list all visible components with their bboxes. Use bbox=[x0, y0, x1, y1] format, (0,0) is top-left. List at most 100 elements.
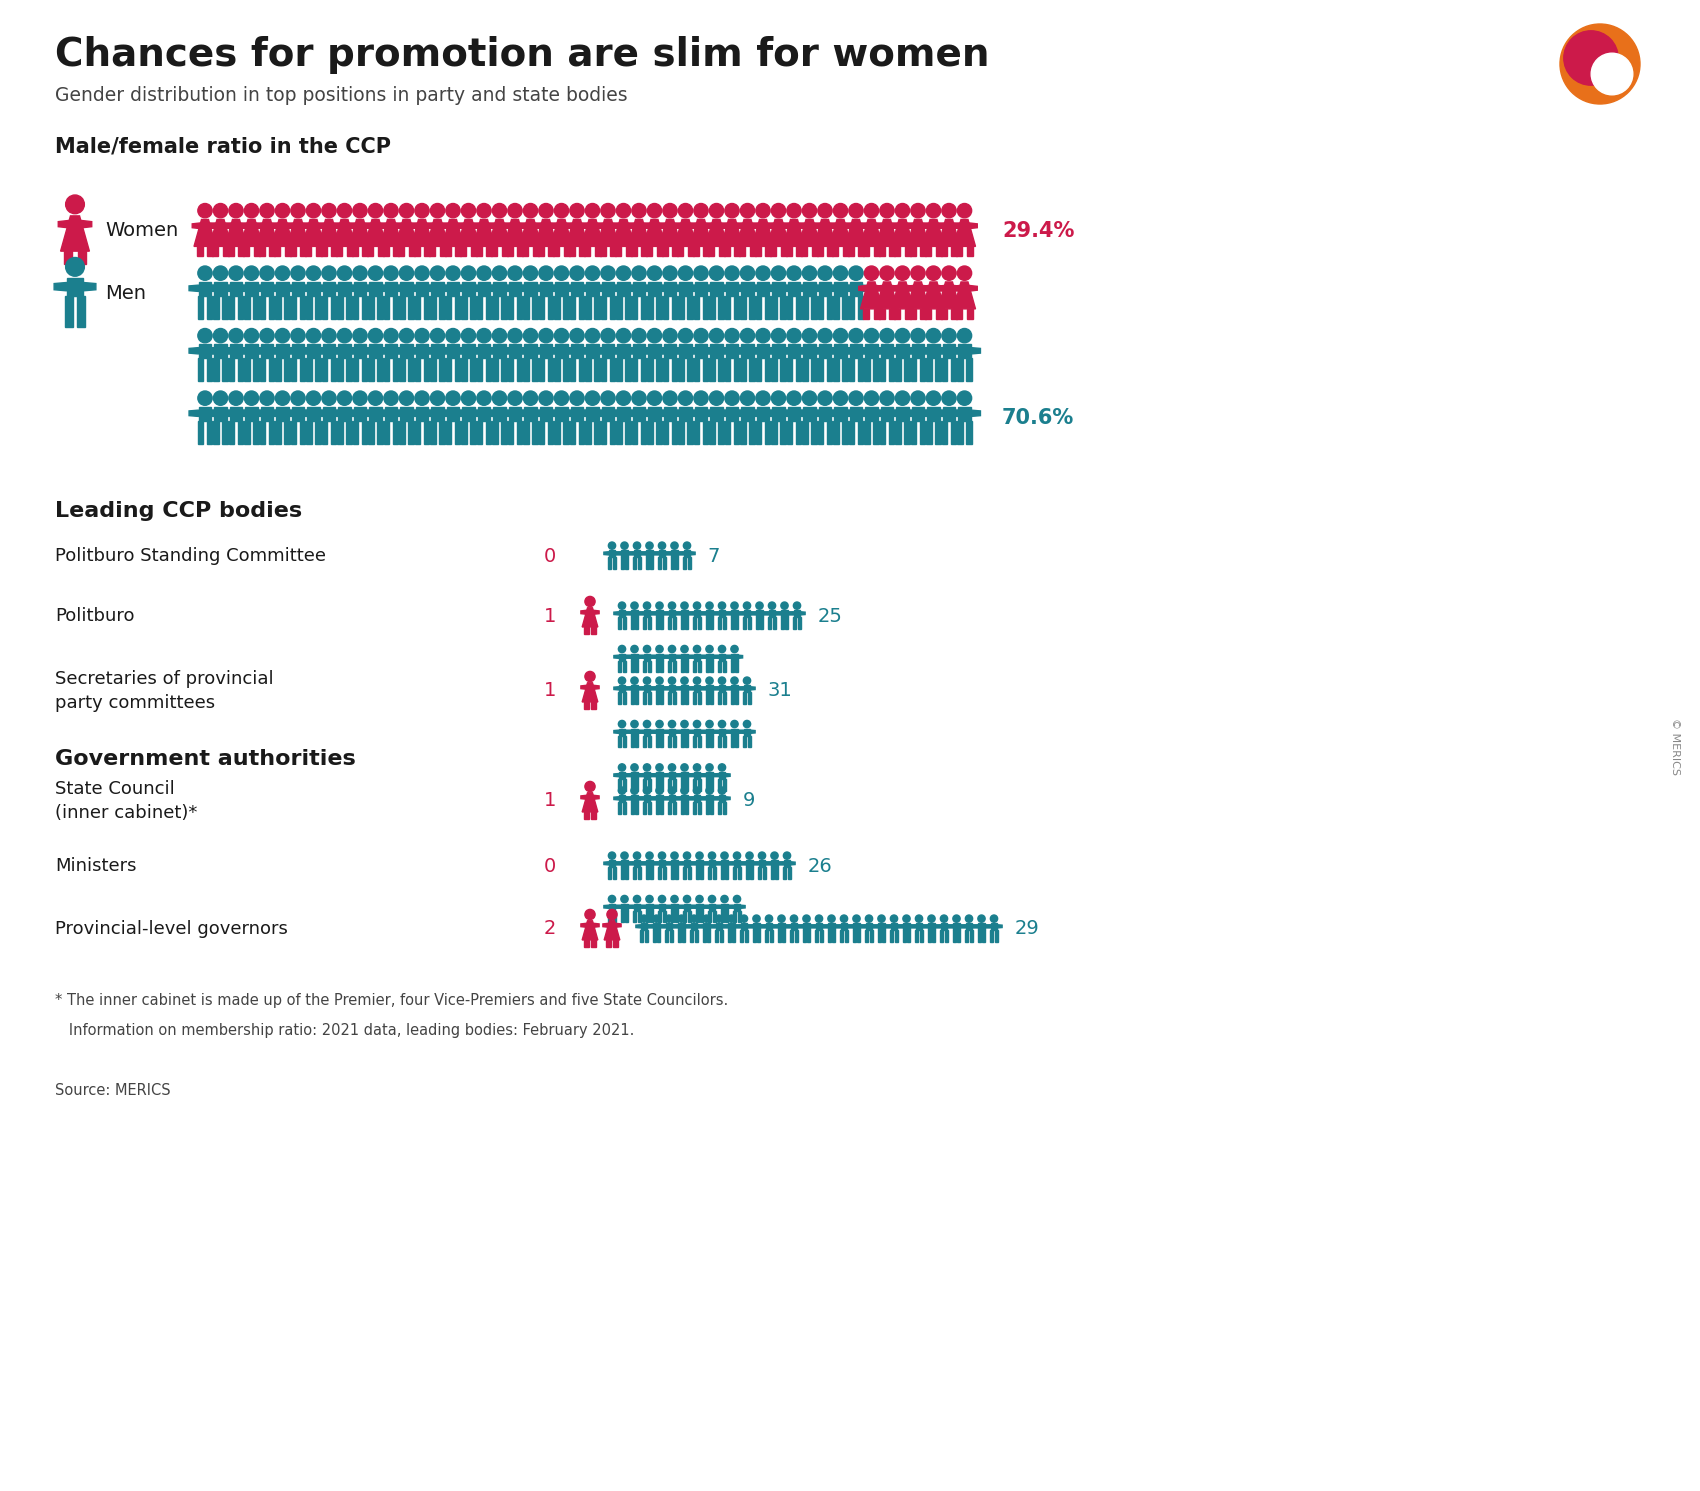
Circle shape bbox=[818, 265, 831, 280]
Polygon shape bbox=[938, 282, 960, 309]
Circle shape bbox=[663, 328, 677, 343]
Polygon shape bbox=[957, 358, 962, 382]
Polygon shape bbox=[600, 420, 607, 444]
Polygon shape bbox=[267, 410, 275, 416]
Polygon shape bbox=[230, 344, 243, 358]
Polygon shape bbox=[580, 295, 585, 319]
Polygon shape bbox=[228, 420, 235, 444]
Polygon shape bbox=[649, 731, 654, 734]
Polygon shape bbox=[862, 410, 872, 416]
Circle shape bbox=[275, 265, 289, 280]
Circle shape bbox=[609, 851, 615, 859]
Polygon shape bbox=[665, 930, 668, 942]
Polygon shape bbox=[245, 295, 250, 319]
Polygon shape bbox=[889, 246, 896, 256]
Polygon shape bbox=[654, 285, 663, 291]
Circle shape bbox=[896, 328, 910, 343]
Polygon shape bbox=[711, 735, 714, 747]
Circle shape bbox=[957, 265, 972, 280]
Polygon shape bbox=[765, 246, 772, 256]
Polygon shape bbox=[816, 246, 823, 256]
Polygon shape bbox=[626, 420, 631, 444]
Circle shape bbox=[600, 265, 615, 280]
Polygon shape bbox=[461, 246, 466, 256]
Polygon shape bbox=[474, 410, 484, 416]
Polygon shape bbox=[648, 802, 651, 814]
Polygon shape bbox=[935, 358, 940, 382]
Polygon shape bbox=[391, 410, 399, 416]
Polygon shape bbox=[644, 219, 665, 246]
Polygon shape bbox=[799, 924, 804, 927]
Text: Source: MERICS: Source: MERICS bbox=[54, 1082, 170, 1097]
Polygon shape bbox=[694, 772, 700, 778]
Polygon shape bbox=[447, 344, 459, 358]
Polygon shape bbox=[398, 347, 406, 353]
Polygon shape bbox=[552, 410, 563, 416]
Polygon shape bbox=[675, 774, 680, 777]
Circle shape bbox=[719, 763, 726, 771]
Polygon shape bbox=[592, 410, 602, 416]
Circle shape bbox=[245, 203, 258, 218]
Polygon shape bbox=[870, 930, 872, 942]
Polygon shape bbox=[626, 611, 631, 614]
Circle shape bbox=[756, 602, 763, 610]
Polygon shape bbox=[377, 420, 382, 444]
Polygon shape bbox=[966, 923, 972, 930]
Polygon shape bbox=[308, 407, 320, 420]
Circle shape bbox=[493, 203, 507, 218]
Polygon shape bbox=[925, 246, 932, 256]
Polygon shape bbox=[770, 410, 779, 416]
Polygon shape bbox=[722, 924, 728, 927]
Polygon shape bbox=[695, 930, 697, 942]
Polygon shape bbox=[563, 246, 570, 256]
Circle shape bbox=[461, 203, 476, 218]
Circle shape bbox=[617, 391, 631, 406]
Polygon shape bbox=[719, 295, 724, 319]
Polygon shape bbox=[437, 285, 447, 291]
Polygon shape bbox=[320, 410, 330, 416]
Circle shape bbox=[816, 915, 823, 923]
Polygon shape bbox=[756, 617, 758, 629]
Polygon shape bbox=[207, 222, 218, 228]
Polygon shape bbox=[649, 655, 654, 659]
Circle shape bbox=[337, 265, 352, 280]
Polygon shape bbox=[848, 924, 853, 927]
Polygon shape bbox=[636, 692, 638, 704]
Polygon shape bbox=[750, 687, 755, 690]
Polygon shape bbox=[711, 407, 722, 420]
Polygon shape bbox=[641, 923, 648, 930]
Polygon shape bbox=[816, 923, 823, 930]
Polygon shape bbox=[230, 407, 243, 420]
Polygon shape bbox=[639, 731, 644, 734]
Circle shape bbox=[881, 203, 894, 218]
Circle shape bbox=[508, 265, 522, 280]
Polygon shape bbox=[858, 246, 864, 256]
Polygon shape bbox=[916, 923, 921, 930]
Polygon shape bbox=[683, 860, 690, 868]
Circle shape bbox=[721, 896, 728, 902]
Polygon shape bbox=[949, 347, 959, 353]
Circle shape bbox=[848, 265, 864, 280]
Polygon shape bbox=[944, 344, 955, 358]
Polygon shape bbox=[393, 246, 400, 256]
Circle shape bbox=[632, 328, 646, 343]
Polygon shape bbox=[585, 939, 588, 947]
Polygon shape bbox=[680, 344, 692, 358]
Polygon shape bbox=[255, 222, 264, 228]
Polygon shape bbox=[661, 802, 663, 814]
Polygon shape bbox=[688, 558, 690, 570]
Polygon shape bbox=[677, 285, 685, 291]
Polygon shape bbox=[189, 347, 199, 353]
Polygon shape bbox=[382, 246, 389, 256]
Polygon shape bbox=[921, 222, 930, 228]
Polygon shape bbox=[240, 219, 262, 246]
Polygon shape bbox=[882, 930, 886, 942]
Polygon shape bbox=[219, 347, 230, 353]
Polygon shape bbox=[627, 219, 649, 246]
Polygon shape bbox=[796, 420, 801, 444]
Polygon shape bbox=[197, 358, 202, 382]
Circle shape bbox=[631, 646, 638, 653]
Polygon shape bbox=[576, 410, 586, 416]
Polygon shape bbox=[491, 358, 498, 382]
Polygon shape bbox=[740, 930, 743, 942]
